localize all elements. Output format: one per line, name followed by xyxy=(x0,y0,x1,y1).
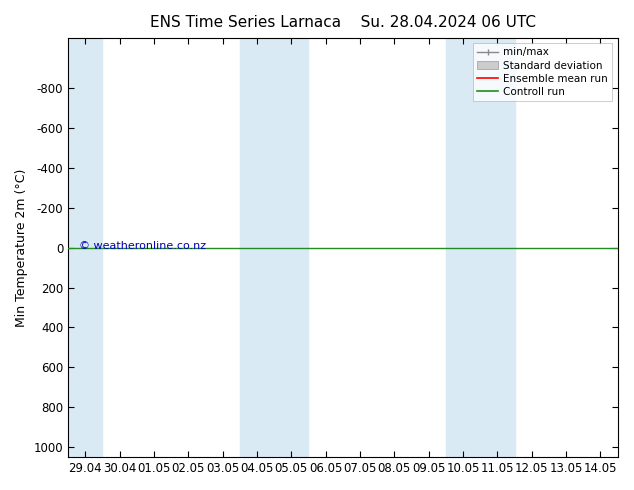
Title: ENS Time Series Larnaca    Su. 28.04.2024 06 UTC: ENS Time Series Larnaca Su. 28.04.2024 0… xyxy=(150,15,536,30)
Y-axis label: Min Temperature 2m (°C): Min Temperature 2m (°C) xyxy=(15,169,28,327)
Bar xyxy=(446,38,515,457)
Bar xyxy=(240,38,309,457)
Text: © weatheronline.co.nz: © weatheronline.co.nz xyxy=(79,241,206,250)
Bar xyxy=(68,38,102,457)
Legend: min/max, Standard deviation, Ensemble mean run, Controll run: min/max, Standard deviation, Ensemble me… xyxy=(473,43,612,101)
